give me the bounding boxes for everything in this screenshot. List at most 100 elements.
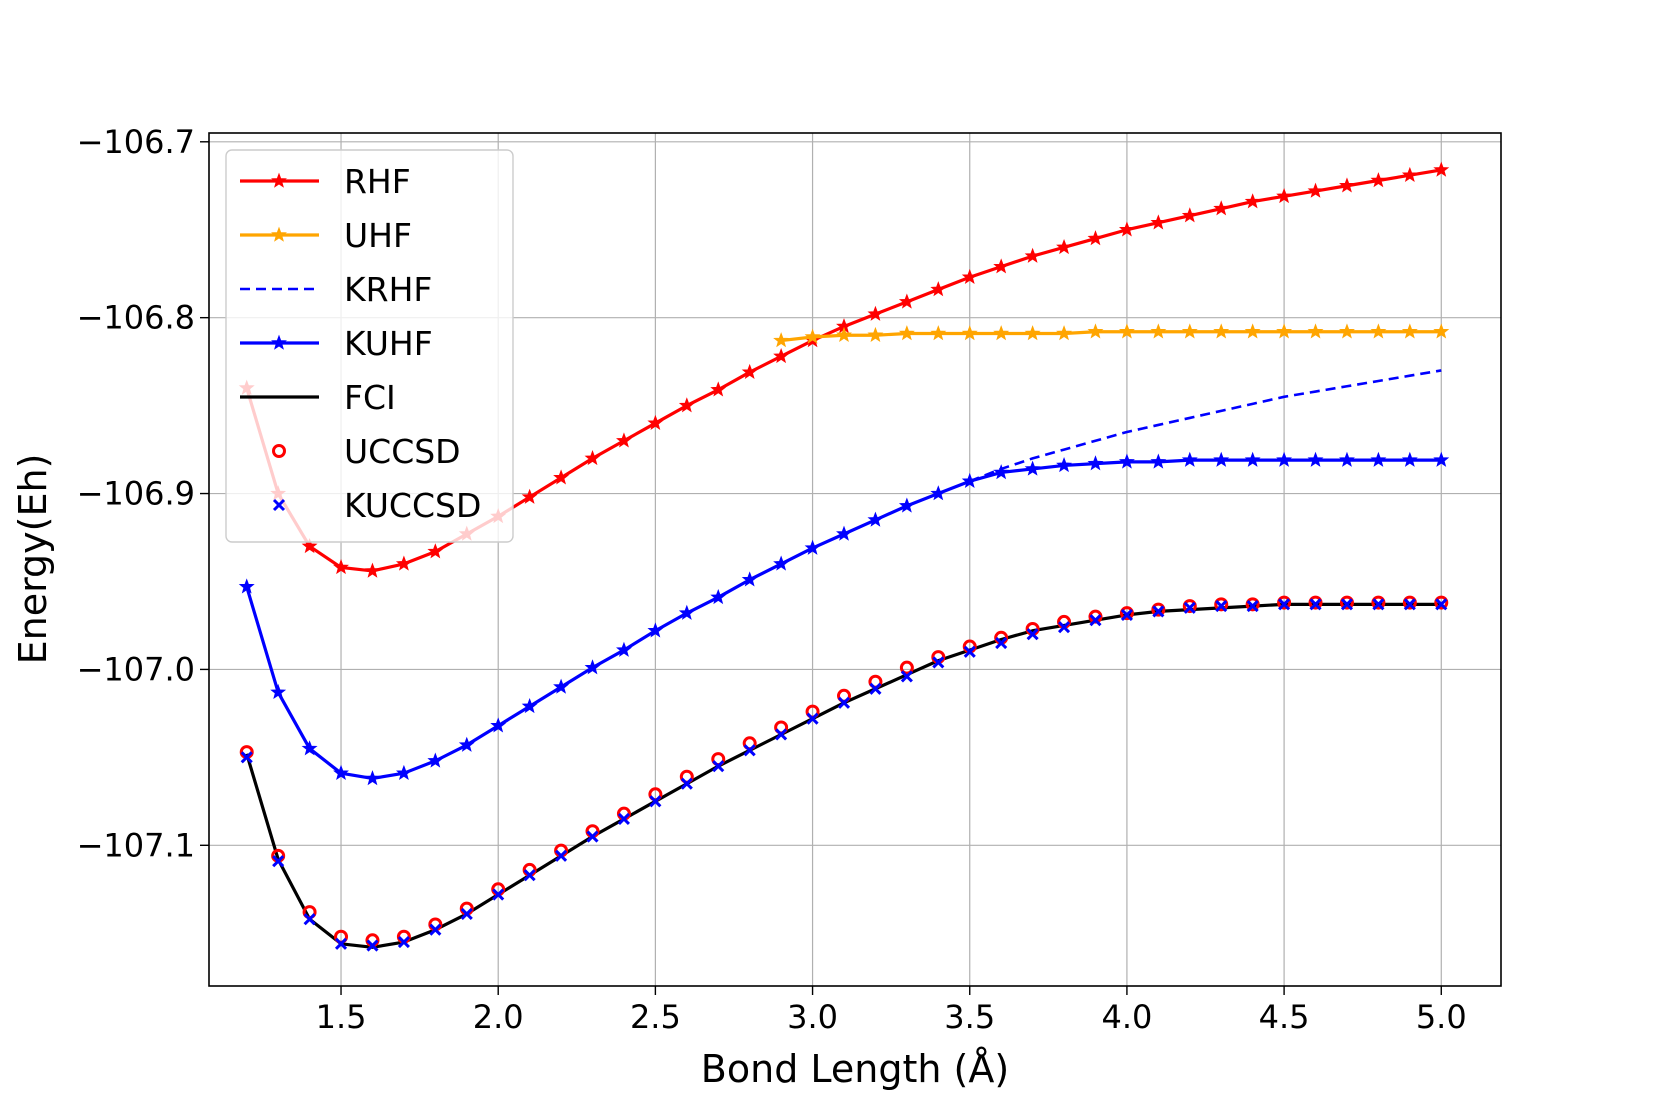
uccsd-point (1214, 597, 1229, 612)
kuccsd-point (1403, 598, 1416, 611)
rhf-point (395, 555, 412, 571)
rhf-point (993, 258, 1010, 274)
x-marker-stroke (1278, 598, 1291, 611)
x-marker-stroke (586, 830, 599, 843)
rhf-point (584, 450, 601, 466)
kuhf-point (521, 698, 538, 714)
x-marker-stroke (1403, 598, 1416, 611)
rhf-point (1181, 207, 1198, 223)
uhf-point (1433, 323, 1450, 339)
legend-marker-rhf (271, 172, 287, 188)
legend-item-kuhf: KUHF (240, 324, 433, 363)
x-marker-stroke (1120, 608, 1133, 621)
kuccsd-point (963, 645, 976, 658)
kuccsd-point (1057, 621, 1071, 634)
rhf-point (1213, 200, 1230, 216)
rhf-point (1118, 221, 1135, 237)
kuccsd-point (995, 636, 1008, 650)
rhf-point (678, 397, 695, 413)
kuhf-point (1339, 451, 1355, 467)
x-marker-stroke (240, 751, 253, 764)
y-tick-label: −106.7 (77, 123, 195, 161)
kuccsd-point (586, 830, 599, 843)
x-marker-stroke (932, 656, 945, 669)
series-group (238, 161, 1450, 952)
legend-label-kuccsd: KUCCSD (344, 486, 481, 525)
kuhf-point (584, 659, 601, 675)
kuhf-point (1087, 455, 1104, 471)
rhf-point (773, 348, 790, 364)
uhf-point (930, 325, 947, 341)
kuhf-point (773, 555, 790, 571)
kuccsd-point (806, 712, 819, 725)
x-marker-stroke (1246, 600, 1259, 613)
x-marker-stroke (1372, 598, 1385, 611)
x-marker-stroke (869, 682, 882, 695)
kuccsd-point (900, 670, 913, 683)
kuhf-point (1370, 451, 1387, 467)
kuhf-point (741, 571, 758, 587)
x-marker-stroke (1340, 598, 1354, 611)
kuccsd-point (1246, 600, 1259, 613)
uhf-point (1276, 323, 1293, 339)
kuccsd-point (869, 682, 882, 695)
legend-label-rhf: RHF (344, 162, 411, 201)
legend-marker-kuhf (271, 334, 287, 350)
kuhf-point (364, 770, 381, 786)
kuccsd-point (1309, 598, 1322, 611)
x-tick-label: 3.5 (944, 998, 995, 1036)
kuhf-point (1056, 457, 1072, 473)
legend-marker-kuccsd (272, 498, 286, 512)
uccsd-point (899, 660, 914, 675)
rhf-point (1056, 238, 1072, 255)
uhf-point (1118, 323, 1135, 339)
kuccsd-point (460, 907, 473, 920)
kuhf-point (238, 578, 255, 594)
uccsd-point (1119, 606, 1134, 621)
kuhf-point (427, 752, 444, 768)
kuhf-point (270, 683, 287, 700)
kuccsd-point (1183, 601, 1196, 614)
y-tick-label: −107.0 (77, 650, 195, 688)
x-tick-label: 2.5 (630, 998, 681, 1036)
x-axis-label: Bond Length (Å) (701, 1047, 1009, 1091)
plot-frame (208, 132, 1502, 987)
x-marker-stroke (649, 795, 662, 808)
x-marker-stroke (272, 498, 286, 512)
x-marker-stroke (555, 849, 568, 862)
legend-marker-uhf (271, 226, 287, 242)
kuhf-point (961, 472, 978, 488)
kuhf-point (1401, 451, 1418, 467)
rhf-point (647, 414, 664, 430)
kuhf-point (333, 764, 349, 780)
kuhf-point (553, 678, 570, 694)
legend-marker-uccsd (272, 444, 286, 458)
series-uhf (773, 323, 1450, 348)
uhf-point (1056, 325, 1072, 341)
kuhf-point (710, 588, 727, 605)
kuccsd-point (649, 795, 662, 808)
uhf-point (1401, 323, 1418, 339)
uccsd-point (1245, 597, 1260, 612)
x-marker-stroke (775, 728, 788, 741)
series-rhf (238, 161, 1450, 578)
x-marker-stroke (1057, 621, 1071, 634)
kuccsd-point (680, 777, 693, 790)
kuccsd-point (1278, 598, 1291, 611)
rhf-point (961, 268, 978, 284)
uhf-point (867, 326, 884, 343)
uhf-point (1087, 323, 1104, 339)
kuccsd-point (712, 760, 725, 773)
uhf-point (898, 325, 915, 341)
uccsd-point (1151, 602, 1166, 617)
uccsd-point (1339, 595, 1354, 610)
uccsd-point (1434, 595, 1449, 610)
uccsd-point (1371, 595, 1386, 610)
rhf-point (1244, 193, 1261, 209)
rhf-point (898, 293, 915, 309)
kuccsd-point (366, 939, 379, 952)
legend-label-uhf: UHF (344, 216, 412, 255)
kuccsd-point (1372, 598, 1385, 611)
kuhf-point (930, 485, 947, 501)
x-marker-stroke (334, 937, 348, 950)
